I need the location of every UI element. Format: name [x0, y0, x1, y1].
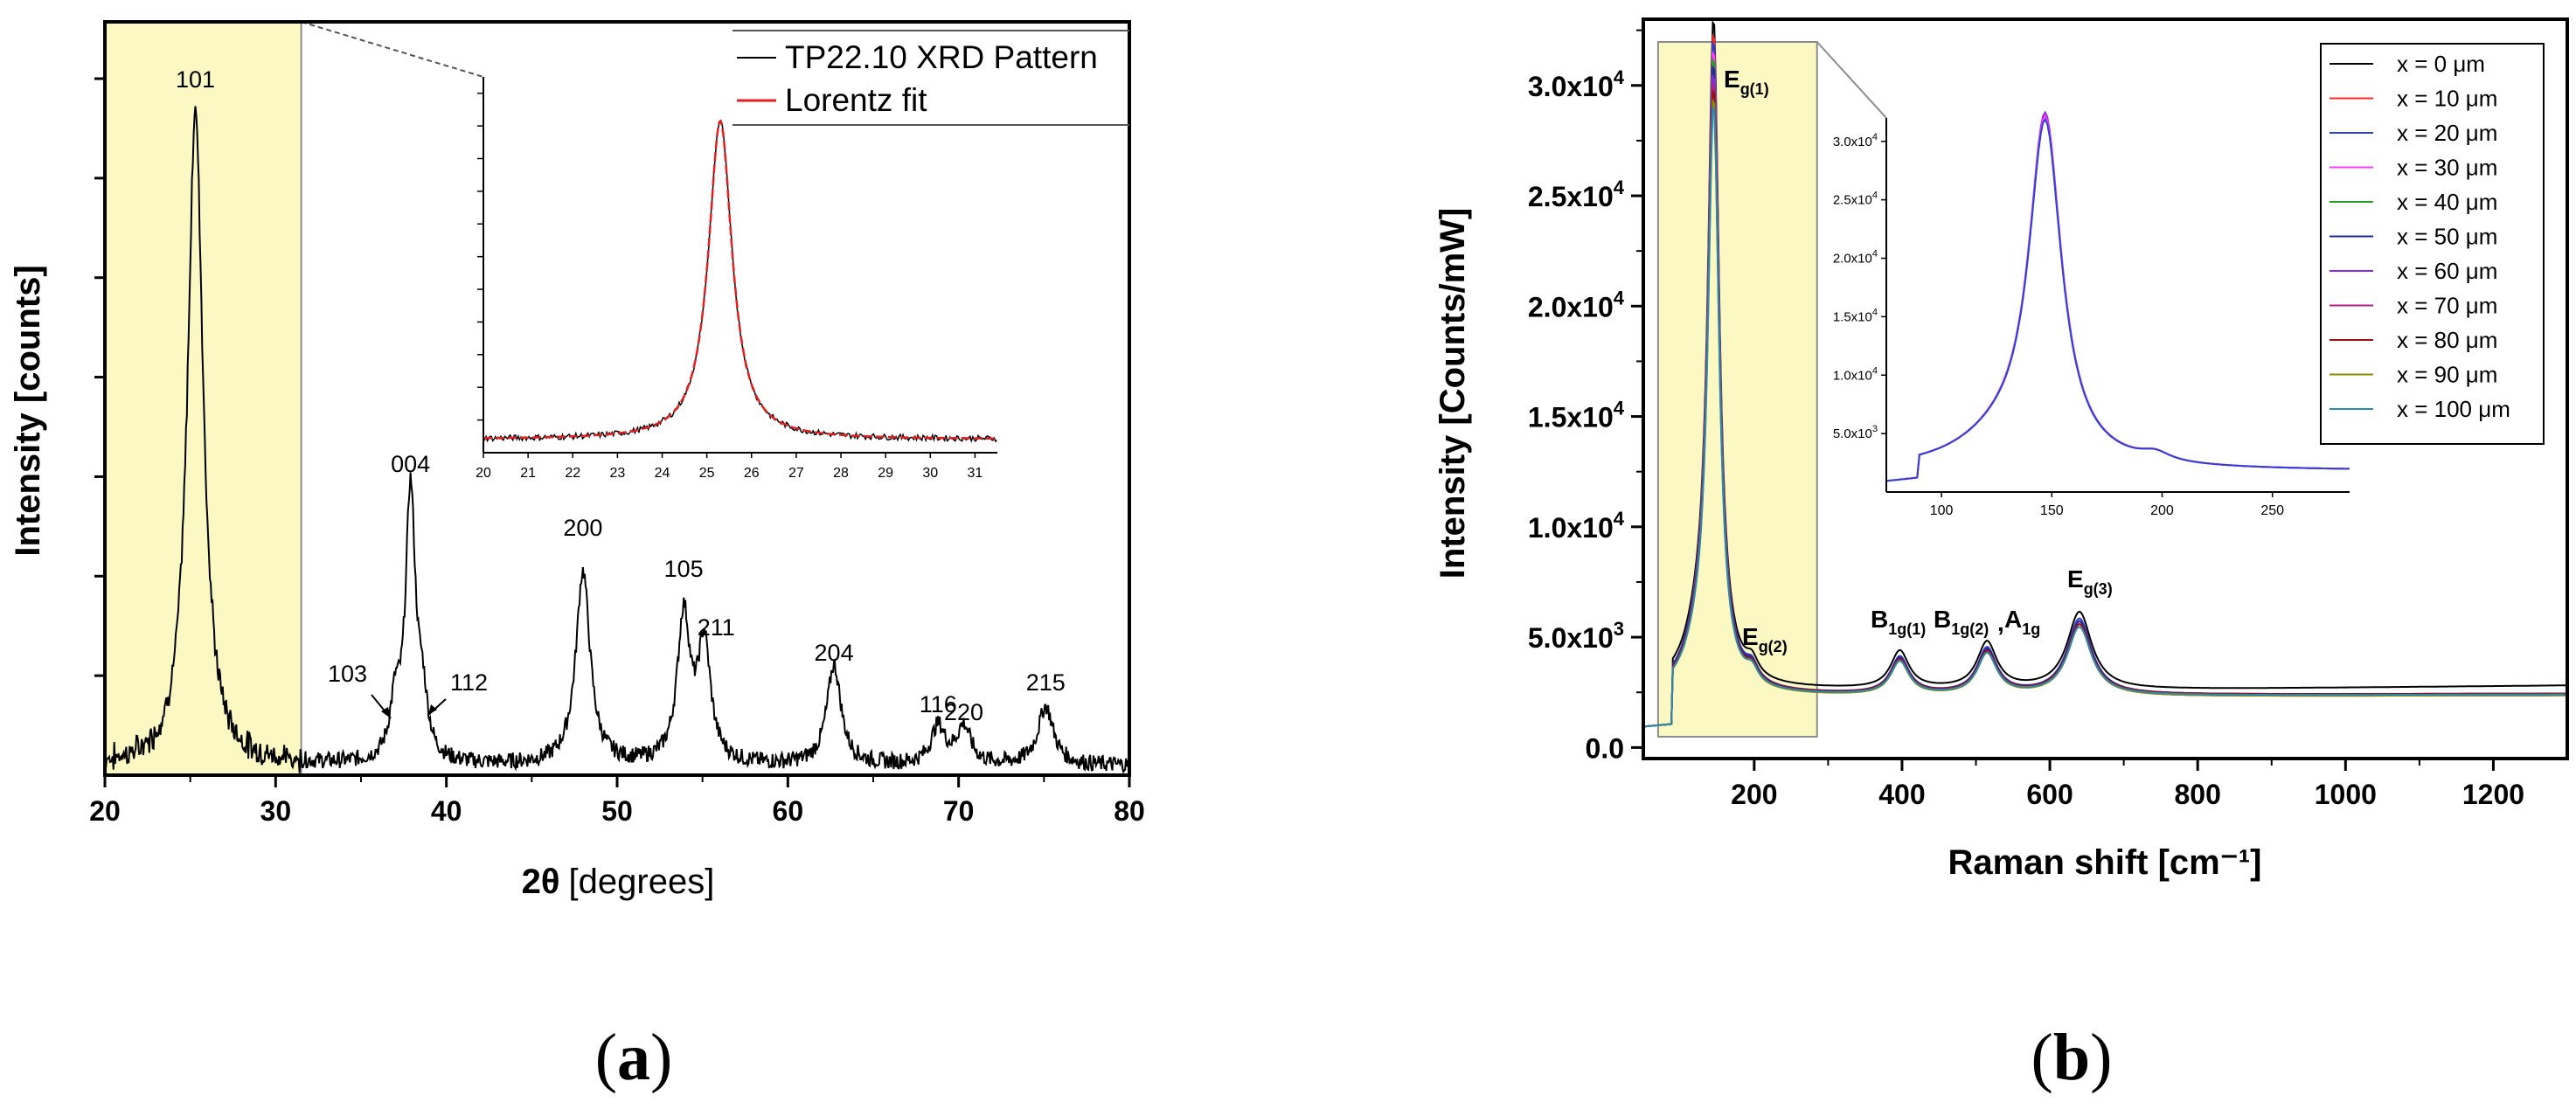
- panel-b-inset-x-tick-label: 250: [2260, 503, 2284, 518]
- panel-b-zoom-connector: [1816, 41, 1887, 119]
- panel-b-series-line: [1642, 106, 2567, 728]
- panel-b-peak-label-a1g: A1g: [2004, 606, 2040, 638]
- panel-a-peak-label: 204: [815, 640, 854, 666]
- panel-a-x-tick-label: 30: [260, 795, 292, 827]
- panel-a-x-tick-label: 40: [431, 795, 462, 827]
- panel-a-inset-x-tick-label: 28: [833, 466, 849, 481]
- panel-b-inset-x-tick-label: 100: [1930, 503, 1954, 518]
- panel-b-inset-y-tick-label: 2.0x104: [1833, 249, 1878, 267]
- panel-b-peak-label-eg3: Eg(3): [2067, 565, 2113, 598]
- panel-b-series-line: [1642, 19, 2567, 728]
- panel-b-legend-label: x = 100 μm: [2397, 396, 2510, 422]
- panel-b-legend-label: x = 0 μm: [2397, 51, 2485, 77]
- panel-a-peak-label: 116: [920, 691, 957, 717]
- panel-a-x-tick-label: 80: [1114, 795, 1145, 827]
- panel-b-inset-frame: [1886, 118, 2350, 492]
- legend-label-lorentz: Lorentz fit: [785, 82, 927, 118]
- panel-b-legend-box: [2320, 43, 2545, 445]
- panel-a-inset-frame: [483, 77, 997, 453]
- panel-b-x-tick-label: 1000: [2315, 779, 2377, 810]
- panel-a-inset-x-tick-label: 27: [788, 466, 804, 481]
- panel-b-legend-label: x = 50 μm: [2397, 224, 2497, 250]
- panel-b-y-tick-label: 1.5x104: [1528, 398, 1625, 433]
- panel-a-peak-label: 101: [176, 66, 215, 93]
- panel-a-peak-arrowhead: [381, 707, 391, 718]
- panel-a-peak-label: 004: [391, 451, 430, 477]
- panel-b-inset-x-tick-label: 150: [2040, 503, 2064, 518]
- panel-b-legend-label: x = 70 μm: [2397, 293, 2497, 319]
- panel-b-y-tick-label: 0.0: [1586, 732, 1624, 764]
- panel-b-peak-label-b1g1: B1g(1): [1871, 606, 1926, 638]
- panel-b-legend-label: x = 10 μm: [2397, 86, 2497, 112]
- panel-b-highlight-region: [1656, 41, 1818, 738]
- panel-b-peak-label-separator: ,: [1997, 609, 2004, 636]
- panel-b-inset-y-tick-label: 3.0x104: [1833, 132, 1878, 149]
- panel-b-inset-series-line: [1885, 117, 2350, 482]
- panel-b-x-tick-label: 800: [2175, 779, 2221, 810]
- panel-a-y-axis-label: Intensity [counts]: [9, 265, 47, 556]
- panel-a-x-tick-label: 20: [89, 795, 121, 827]
- panel-a-peak-label: 215: [1026, 669, 1066, 696]
- panel-a-inset-x-tick-label: 25: [699, 466, 715, 481]
- panel-b-legend-label: x = 30 μm: [2397, 155, 2497, 181]
- panel-a-peak-label: 105: [664, 556, 704, 582]
- panel-b-inset-x-tick-label: 200: [2150, 503, 2174, 518]
- panel-a-inset-x-tick-label: 26: [744, 466, 760, 481]
- panel-b-legend: x = 0 μm x = 10 μm x = 20 μm x = 30 μm x = 4…: [2320, 43, 2545, 445]
- panel-b-x-tick-label: 400: [1878, 779, 1925, 810]
- panel-a-inset-x-tick-label: 21: [520, 466, 536, 481]
- panel-a-x-axis-label: 2θ [degrees]: [522, 863, 715, 901]
- panel-b-x-tick-label: 1200: [2462, 779, 2524, 810]
- panel-a-peak-label: 112: [450, 669, 488, 696]
- panel-a-peak-arrowhead: [428, 704, 437, 715]
- panel-a-legend: TP22.10 XRD Pattern Lorentz fit: [733, 30, 1129, 126]
- panel-a-inset-x-tick-label: 22: [565, 466, 580, 481]
- panel-a-inset-x-tick-label: 24: [655, 466, 670, 481]
- panel-b-plot-frame: [1642, 17, 2569, 760]
- panel-b-raman-chart: 200 400 600 800 1000 1200 0.0 5.0x103 1.0x104 1.5…: [1434, 17, 2569, 1094]
- panel-b-y-axis-label: Intensity [Counts/mW]: [1434, 208, 1472, 579]
- panel-a-inset-x-tick-label: 30: [922, 466, 938, 481]
- panel-b-x-axis-label: Raman shift [cm⁻¹]: [1948, 843, 2262, 882]
- panel-a-peak-label: 211: [698, 614, 735, 641]
- panel-a-inset-x-tick-label: 31: [968, 466, 983, 481]
- panel-a-peak-label: 103: [328, 661, 367, 687]
- panel-b-inset-y-tick-label: 1.0x104: [1833, 365, 1878, 383]
- panel-a-x-tick-label: 50: [601, 795, 633, 827]
- panel-a-xrd-pattern-line: [104, 106, 1130, 773]
- panel-b-legend-label: x = 60 μm: [2397, 258, 2497, 284]
- panel-b-y-tick-label: 5.0x103: [1528, 618, 1624, 654]
- legend-label-xrd: TP22.10 XRD Pattern: [785, 39, 1098, 75]
- panel-b-x-tick-label: 600: [2026, 779, 2073, 810]
- panel-a-peak-label: 220: [944, 699, 983, 725]
- panel-b-y-tick-label: 2.0x104: [1528, 287, 1625, 322]
- panel-b-legend-label: x = 80 μm: [2397, 327, 2497, 353]
- panel-b-peak-label-b1g2: B1g(2): [1934, 606, 1989, 638]
- panel-a-inset-x-tick-label: 23: [609, 466, 625, 481]
- panel-a-inset-x-tick-label: 29: [878, 466, 893, 481]
- panel-a-peak-label: 200: [563, 515, 602, 541]
- panel-a-x-tick-label: 60: [773, 795, 804, 827]
- panel-a-label: (a): [595, 1021, 673, 1094]
- panel-a-zoom-connector: [301, 21, 484, 78]
- panel-b-peak-label-eg2: Eg(2): [1742, 623, 1788, 655]
- panel-b-legend-label: x = 40 μm: [2397, 189, 2497, 215]
- panel-b-inset-y-tick-label: 2.5x104: [1833, 191, 1878, 208]
- panel-b-legend-label: x = 90 μm: [2397, 362, 2497, 388]
- panel-a-inset-x-tick-label: 20: [476, 466, 491, 481]
- panel-a-x-tick-label: 70: [943, 795, 975, 827]
- panel-b-y-tick-label: 3.0x104: [1528, 66, 1625, 102]
- panel-b-inset-y-tick-label: 1.5x104: [1833, 307, 1878, 324]
- panel-b-y-tick-label: 1.0x104: [1528, 508, 1625, 544]
- panel-b-label: (b): [2031, 1021, 2113, 1094]
- panel-b-x-tick-label: 200: [1731, 779, 1777, 810]
- panel-b-inset-y-tick-label: 5.0x103: [1833, 424, 1878, 441]
- panel-b-peak-label-eg1: Eg(1): [1724, 66, 1769, 98]
- panel-a-inset-lorentz-fit-line: [483, 119, 997, 440]
- panel-b-y-tick-label: 2.5x104: [1528, 177, 1625, 212]
- panel-b-legend-label: x = 20 μm: [2397, 120, 2497, 146]
